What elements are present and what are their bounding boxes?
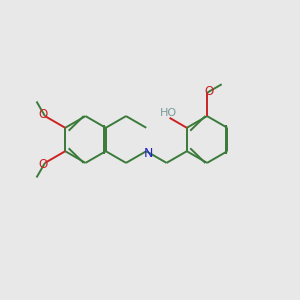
- Text: HO: HO: [160, 108, 177, 118]
- Text: O: O: [38, 108, 47, 122]
- Text: O: O: [38, 158, 47, 171]
- Text: N: N: [143, 146, 153, 160]
- Text: O: O: [205, 85, 214, 98]
